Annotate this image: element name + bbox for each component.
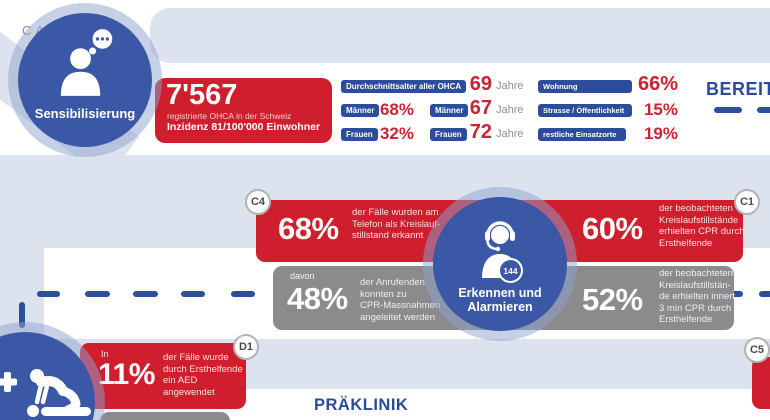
stat-unit: Jahre [496, 80, 524, 92]
route-dash [85, 291, 110, 297]
stat-unit: Jahre [496, 104, 524, 116]
stat-pill-avg-age: Durchschnittsalter aller OHCA [341, 80, 467, 93]
stat-pill-location: restliche Einsatzorte [538, 128, 626, 141]
guided-text: der Anrufenden konnten zu CPR-Massnahmen… [360, 277, 441, 323]
cpr-icon [0, 366, 95, 420]
stat-value-women-age: 72 [469, 121, 492, 143]
stat-value-avg-age: 69 [469, 73, 492, 95]
guided-prefix: davon [290, 271, 315, 281]
marker-badge-c1: C1 [734, 189, 760, 215]
aed-card [80, 343, 246, 409]
route-dash [759, 291, 770, 297]
alarmieren-label: Erkennen und Alarmieren [433, 286, 567, 314]
sensibilisierung-label: Sensibilisierung [34, 106, 136, 121]
aed-text: der Fälle wurde durch Ersthelfende ein A… [163, 352, 243, 398]
recognized-value: 68% [278, 211, 339, 246]
stat-pill-men-share: Männer [341, 104, 380, 117]
alarmieren-label-line1: Erkennen und [458, 286, 542, 300]
stat-value-men-age: 67 [469, 97, 492, 119]
alarmieren-label-line2: Alarmieren [467, 300, 533, 314]
stat-pill-location: Strasse / Öffentlichkeit [538, 104, 632, 117]
route-dash-vertical [19, 302, 25, 328]
section-heading-praklinik: PRÄKLINIK [314, 396, 409, 414]
recognized-text: der Fälle wurden am Telefon als Kreislau… [352, 207, 441, 241]
ohca-total-value: 7'567 [166, 79, 238, 111]
marker-badge-c5: C5 [744, 337, 770, 363]
phone-144-badge: 144 [498, 258, 523, 283]
thinking-person-icon [53, 28, 119, 98]
bystander-cpr-value: 60% [582, 211, 643, 246]
ohca-total-caption: registrierte OHCA in der Schweiz [167, 111, 292, 121]
route-dash [757, 107, 770, 113]
stat-value-location: 66% [637, 73, 678, 95]
stat-value-women-share: 32% [379, 124, 414, 143]
aed-value: 11% [98, 358, 155, 391]
route-dash [714, 107, 742, 113]
stat-pill-location: Wohnung [538, 80, 632, 93]
marker-badge-d1: D1 [233, 334, 259, 360]
road-top-band [150, 8, 770, 63]
cpr-3min-value: 52% [582, 282, 643, 317]
section-heading-bereitschaft: BEREITSCHAFT [706, 79, 770, 99]
stat-value-location: 15% [643, 100, 678, 119]
route-dash [133, 291, 158, 297]
stat-value-men-share: 68% [379, 100, 414, 119]
marker-badge-c4: C4 [245, 189, 271, 215]
ohca-incidence: Inzidenz 81/100'000 Einwohner [167, 121, 321, 133]
route-dash [181, 291, 205, 297]
stat-pill-men-age: Männer [430, 104, 469, 117]
route-dash [37, 291, 60, 297]
stat-value-location: 19% [643, 124, 678, 143]
guided-value: 48% [287, 281, 348, 316]
bystander-cpr-text: der beobachteten Kreislaufstillstände er… [659, 203, 745, 249]
stat-pill-women-share: Frauen [341, 128, 378, 141]
ohca-total-card: 7'567 registrierte OHCA in der Schweiz I… [155, 78, 332, 143]
aed-prefix: In [101, 349, 109, 359]
stat-unit: Jahre [496, 128, 524, 140]
aed-gray-card-clipped [100, 412, 230, 420]
cpr-3min-text: der beobachteten Kreislaufstillstän- de … [659, 268, 736, 325]
route-dash [726, 291, 743, 297]
stat-pill-women-age: Frauen [430, 128, 467, 141]
route-dash [231, 291, 255, 297]
c5-card-clipped [752, 357, 770, 409]
